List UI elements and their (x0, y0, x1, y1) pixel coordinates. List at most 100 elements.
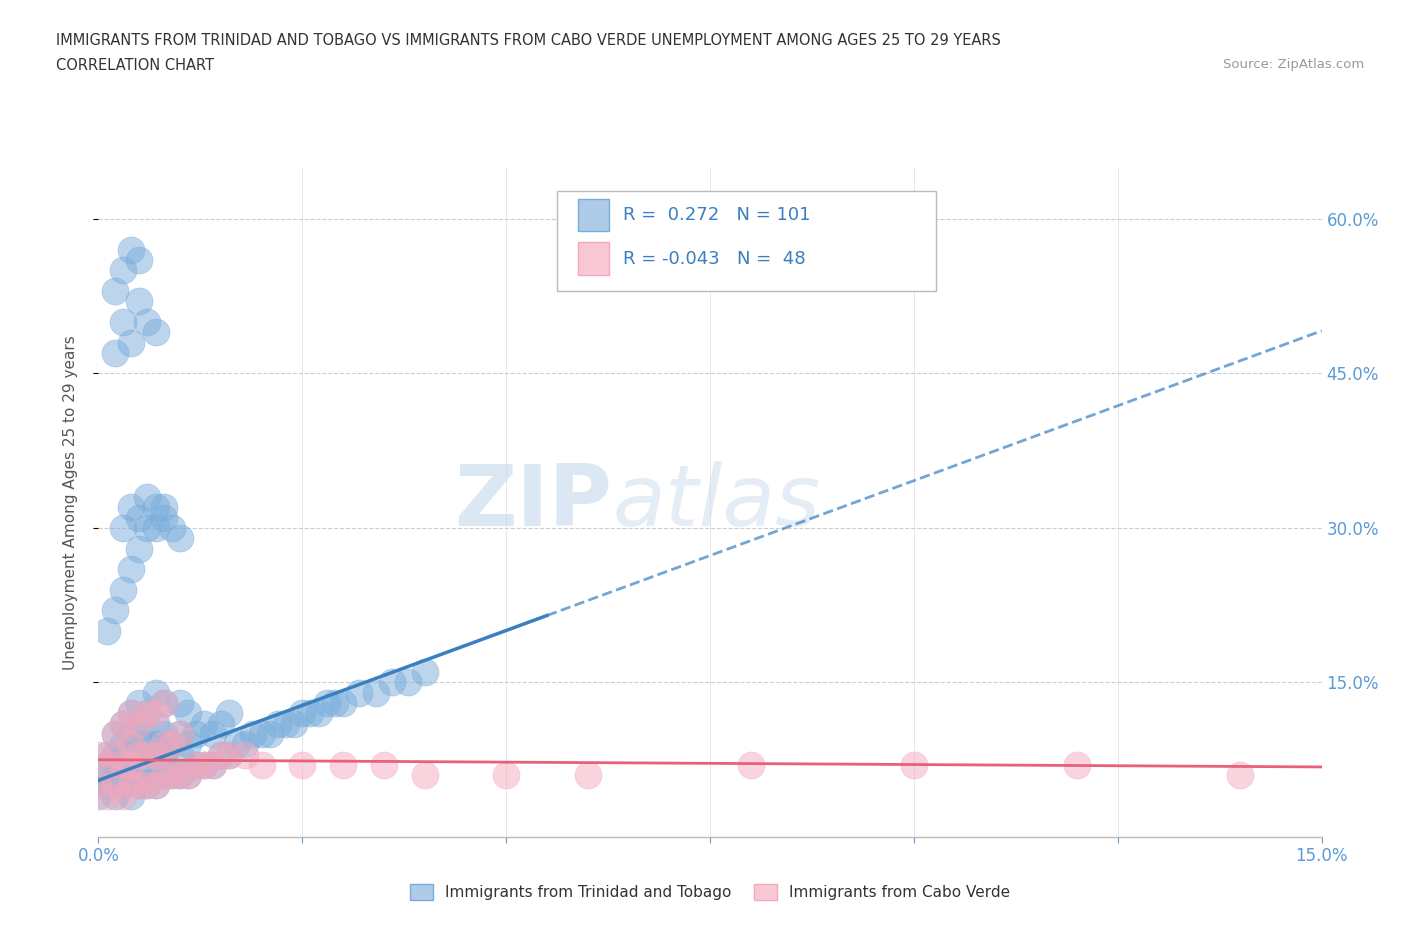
Point (120, 747, 142, 762)
Point (128, 716, 150, 731)
Point (120, 789, 142, 804)
Point (104, 747, 127, 762)
Point (111, 716, 134, 731)
Point (111, 716, 134, 731)
Point (145, 757, 167, 772)
Point (152, 768, 174, 783)
Point (291, 757, 314, 772)
Point (169, 768, 191, 783)
Point (169, 696, 191, 711)
Point (104, 726, 127, 741)
Point (152, 747, 174, 762)
Point (413, 665, 436, 680)
Y-axis label: Unemployment Among Ages 25 to 29 years: Unemployment Among Ages 25 to 29 years (63, 335, 77, 670)
Point (87, 768, 110, 783)
Point (87, 778, 110, 793)
Point (349, 685, 371, 700)
Point (111, 778, 134, 793)
Point (1229, 768, 1251, 783)
Point (145, 778, 167, 793)
Point (120, 778, 142, 793)
Point (120, 737, 142, 751)
Point (209, 716, 232, 731)
Text: atlas: atlas (612, 460, 820, 544)
Point (315, 696, 337, 711)
Point (396, 675, 419, 690)
FancyBboxPatch shape (557, 191, 936, 291)
Bar (578, 199, 609, 231)
Point (186, 726, 208, 741)
Point (186, 757, 208, 772)
Point (373, 757, 395, 772)
Text: CORRELATION CHART: CORRELATION CHART (56, 58, 214, 73)
Point (233, 737, 256, 751)
Point (152, 768, 174, 783)
Point (152, 696, 174, 711)
Point (160, 521, 183, 536)
Point (111, 582, 134, 597)
Point (160, 768, 183, 783)
Point (120, 757, 142, 772)
Point (160, 768, 183, 783)
Point (177, 768, 200, 783)
Point (128, 737, 150, 751)
Point (152, 737, 174, 751)
Point (136, 757, 159, 772)
Point (120, 562, 142, 577)
Legend: Immigrants from Trinidad and Tobago, Immigrants from Cabo Verde: Immigrants from Trinidad and Tobago, Imm… (404, 878, 1017, 907)
Point (218, 706, 240, 721)
Point (136, 314, 159, 329)
Point (96, 757, 118, 772)
Point (242, 726, 264, 741)
Point (332, 757, 354, 772)
Point (740, 757, 762, 772)
Point (274, 716, 297, 731)
Point (332, 696, 354, 711)
Point (128, 747, 150, 762)
Point (111, 263, 134, 278)
Point (152, 511, 174, 525)
Point (136, 778, 159, 793)
Point (120, 500, 142, 515)
Point (111, 521, 134, 536)
Point (145, 685, 167, 700)
Point (128, 778, 150, 793)
Point (226, 737, 249, 751)
Point (120, 706, 142, 721)
Point (495, 768, 517, 783)
Point (104, 603, 127, 618)
Point (145, 716, 167, 731)
Point (145, 737, 167, 751)
Point (169, 531, 191, 546)
Point (576, 768, 599, 783)
Point (104, 789, 127, 804)
Point (267, 716, 290, 731)
Point (145, 706, 167, 721)
Point (250, 757, 273, 772)
Point (128, 541, 150, 556)
Text: R = -0.043   N =  48: R = -0.043 N = 48 (623, 250, 806, 268)
Point (152, 726, 174, 741)
Point (152, 500, 174, 515)
Point (96, 789, 118, 804)
Point (381, 675, 404, 690)
Text: Source: ZipAtlas.com: Source: ZipAtlas.com (1223, 58, 1364, 71)
Point (186, 757, 208, 772)
Point (145, 500, 167, 515)
Point (136, 737, 159, 751)
Point (259, 726, 281, 741)
Point (120, 243, 142, 258)
Point (120, 706, 142, 721)
Point (145, 747, 167, 762)
Point (104, 345, 127, 360)
Point (160, 737, 183, 751)
Point (193, 757, 215, 772)
Bar (578, 243, 609, 274)
Point (364, 685, 387, 700)
Point (193, 716, 215, 731)
Point (1066, 757, 1088, 772)
Point (218, 747, 240, 762)
Point (233, 747, 256, 762)
Point (201, 757, 224, 772)
Point (136, 706, 159, 721)
